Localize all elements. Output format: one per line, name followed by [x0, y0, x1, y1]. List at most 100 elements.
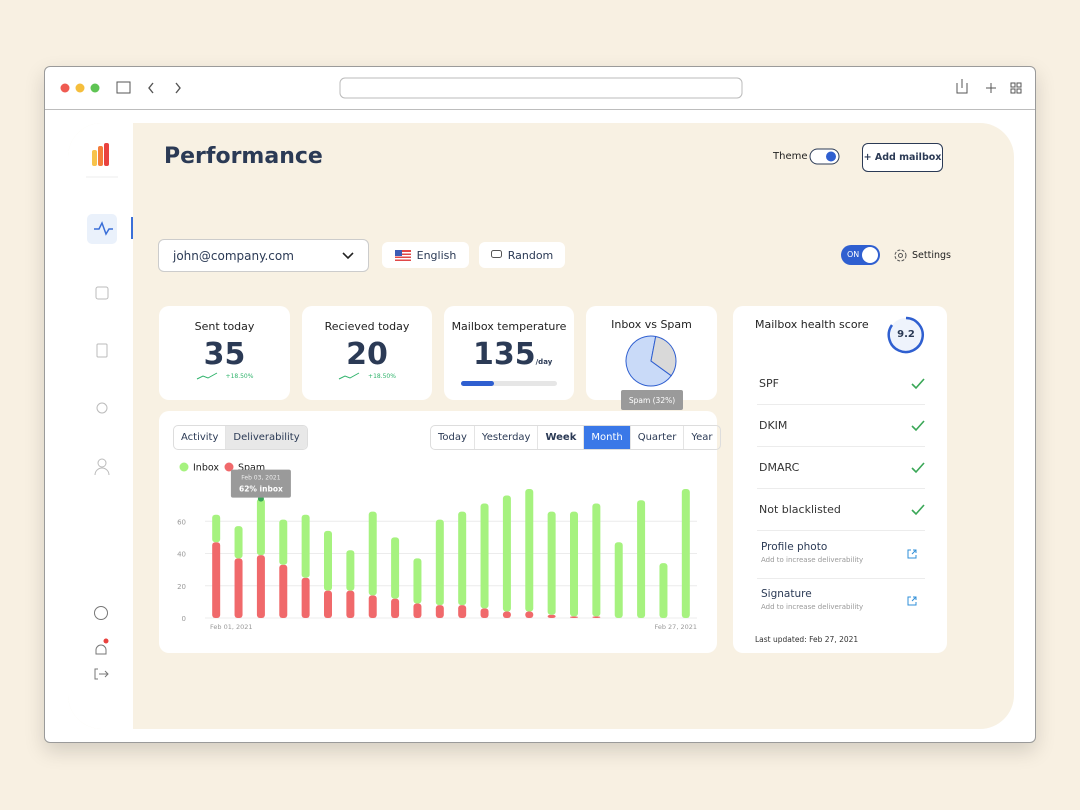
y-tick-label: 40	[177, 551, 186, 559]
close-dot[interactable]	[60, 83, 70, 93]
bar-segment	[525, 611, 534, 618]
stat-label: Sent today	[194, 320, 255, 333]
theme-toggle[interactable]	[809, 148, 841, 166]
check-mark	[911, 377, 925, 389]
tab-active[interactable]: Deliverability	[226, 426, 307, 449]
stat-change: +18.50%	[225, 372, 254, 380]
bar-segment	[547, 511, 556, 615]
legend-label: Inbox	[193, 463, 219, 474]
logout-icon[interactable]	[94, 668, 109, 680]
settings-icon[interactable]	[893, 248, 908, 263]
bar-segment	[256, 555, 265, 618]
health-title: Mailbox health score	[755, 318, 869, 331]
bar-segment	[368, 511, 377, 596]
language: English	[416, 248, 457, 262]
bar-segment	[413, 558, 422, 604]
stat-label: Recieved today	[324, 320, 410, 333]
period[interactable]: Today	[431, 426, 475, 449]
grid-icon[interactable]	[1010, 82, 1016, 88]
sparkline	[196, 372, 217, 380]
link-icon[interactable]	[907, 596, 917, 606]
stat-unit: /day	[535, 358, 553, 366]
settings-label[interactable]: Settings	[912, 250, 951, 261]
activity-icon	[94, 221, 113, 236]
action-hint: Add to increase deliverability	[761, 556, 864, 564]
last-updated: Last updated: Feb 27, 2021	[755, 635, 859, 644]
email: john@company.com	[173, 248, 294, 263]
stat-card: Recieved today 20 +18.50%	[302, 306, 432, 400]
action-hint: Add to increase deliverability	[761, 603, 864, 611]
logo	[104, 143, 109, 166]
check-icon	[911, 461, 925, 473]
tab[interactable]: Activity	[174, 426, 227, 449]
bar-segment	[413, 603, 422, 618]
mode-icon	[490, 250, 502, 258]
stat-value: 35	[203, 337, 246, 372]
bar-segment	[614, 542, 623, 618]
share-plus[interactable]	[956, 79, 996, 94]
bar-segment	[368, 595, 377, 618]
nav-icon[interactable]	[96, 343, 108, 358]
bar-segment	[458, 511, 467, 606]
bar-segment	[570, 511, 578, 617]
grid-icon[interactable]	[1016, 82, 1022, 88]
pie-chart: Spam (32%)	[621, 335, 683, 410]
health-score: 9.2	[897, 329, 915, 340]
sidebar-icon[interactable]	[116, 81, 131, 94]
check-mark	[911, 419, 925, 431]
language-button[interactable]: English	[382, 242, 469, 268]
x-tick-label: Feb 01, 2021	[210, 623, 253, 631]
check-label: DKIM	[759, 419, 788, 432]
temperature-track	[461, 381, 557, 386]
bar-segment	[391, 537, 400, 599]
bell-icon[interactable]	[95, 644, 107, 655]
address-bar[interactable]	[339, 77, 743, 99]
grid-icon[interactable]	[1016, 88, 1022, 94]
nav-active[interactable]	[87, 214, 117, 244]
min-dot[interactable]	[75, 83, 85, 93]
bar-segment	[547, 614, 556, 618]
action-title: Profile photo	[761, 541, 828, 553]
nav-icon[interactable]	[96, 402, 108, 414]
browser-toolbar	[45, 67, 1035, 110]
nav-arrows[interactable]	[148, 82, 181, 94]
action-title: Signature	[761, 588, 812, 600]
add-mailbox-button[interactable]: + Add mailbox	[862, 143, 943, 172]
period[interactable]: Year	[691, 432, 713, 443]
period[interactable]: Quarter	[631, 426, 685, 449]
page-title: Performance	[164, 144, 323, 169]
nav-icon[interactable]	[97, 458, 107, 468]
check-label: SPF	[759, 377, 779, 390]
bar-segment	[256, 498, 265, 556]
bar-segment	[681, 489, 690, 618]
stat-change: +18.50%	[368, 372, 396, 380]
bar-segment	[346, 590, 355, 618]
bar-segment	[637, 500, 646, 618]
tooltip-box	[230, 469, 291, 498]
y-tick-label: 20	[177, 583, 186, 591]
period[interactable]: Week	[538, 426, 585, 449]
nav-icon[interactable]	[95, 286, 109, 300]
grid-icon[interactable]	[1010, 88, 1016, 94]
period[interactable]: Yesterday	[475, 426, 539, 449]
sidebar-icons	[86, 143, 133, 680]
stat-value: 135	[473, 337, 536, 372]
nav-icon[interactable]	[94, 467, 110, 476]
check-row: DMARC	[757, 447, 925, 489]
chat-icon[interactable]	[94, 606, 108, 620]
on-toggle[interactable]: ON	[841, 245, 880, 265]
period-active[interactable]: Month	[584, 426, 631, 449]
pie-title: Inbox vs Spam	[611, 318, 692, 331]
period-tabs: Today Yesterday Week Month Quarter Year	[430, 425, 721, 450]
bar-segment	[458, 605, 467, 618]
link-icon[interactable]	[907, 549, 917, 559]
check-icon	[911, 377, 925, 389]
bar-segment	[212, 514, 221, 543]
email-select[interactable]: john@company.com	[158, 239, 369, 272]
stat-label: Mailbox temperature	[451, 320, 567, 333]
bar-segment	[592, 503, 601, 617]
max-dot[interactable]	[90, 83, 100, 93]
mode-button[interactable]: Random	[479, 242, 565, 268]
x-tick-label: Feb 27, 2021	[654, 623, 697, 631]
check-row: DKIM	[757, 405, 925, 447]
